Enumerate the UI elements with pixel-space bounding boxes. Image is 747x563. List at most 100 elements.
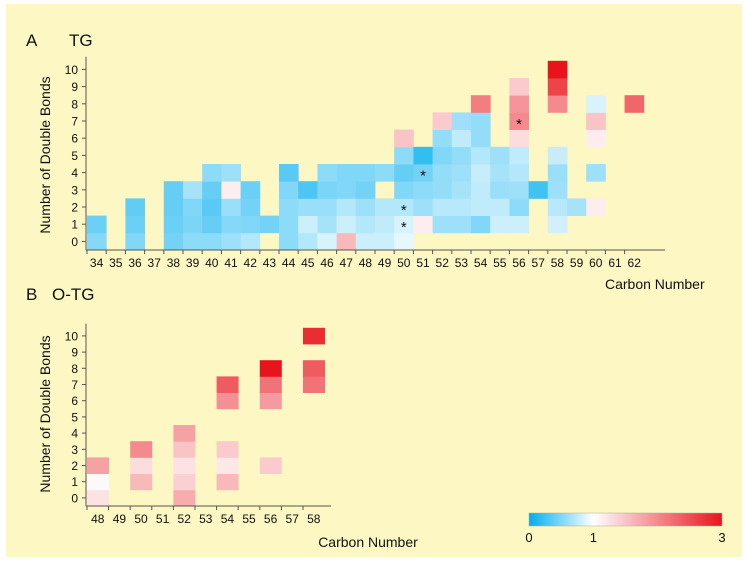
heatmap-cell [240,215,261,234]
heatmap-cell [432,198,453,216]
x-tick-label: 56 [512,256,526,270]
heatmap-cell [432,215,453,234]
heatmap-cell [240,198,261,216]
y-tick-label: 2 [71,459,78,473]
heatmap-cell [451,181,472,199]
y-tick-label: 3 [71,183,78,197]
heatmap-cell [173,425,196,442]
heatmap-cell [451,146,472,165]
heatmap-cell [183,181,203,199]
heatmap-cell [432,164,453,182]
heatmap-cell [432,112,453,130]
y-tick-label: 2 [71,201,78,215]
heatmap-cell [279,198,299,216]
colorbar-tick-label: 3 [718,530,725,545]
x-tick-label: 49 [113,512,127,526]
y-tick-label: 8 [71,97,78,111]
y-tick-label: 7 [71,115,78,129]
heatmap-cell [509,78,529,96]
x-tick-label: 48 [91,512,105,526]
heatmap-cell [586,112,606,130]
heatmap-cell [130,473,153,491]
x-tick-label: 44 [282,256,296,270]
y-tick-label: 6 [71,394,78,408]
y-tick-label: 3 [71,443,78,457]
heatmap-cell [216,392,239,410]
heatmap-cell [317,164,337,182]
heatmap-cell [413,146,433,165]
heatmap-cell [240,181,261,199]
heatmap-cell [394,215,414,234]
significance-asterisk: * [516,116,522,133]
heatmap-cell [87,457,109,474]
heatmap-cell [173,489,196,507]
heatmap-cell [355,232,376,251]
heatmap-cell [490,164,510,182]
heatmap-cell [509,164,529,182]
heatmap-cell [509,146,529,165]
heatmap-cell [279,164,299,182]
x-tick-label: 39 [186,256,200,270]
x-tick-label: 38 [167,256,181,270]
y-tick-label: 10 [65,63,79,77]
x-tick-label: 40 [205,256,219,270]
heatmap-cell [547,60,568,79]
heatmap-cell [279,232,299,251]
heatmap-cell [394,232,414,251]
x-tick-label: 57 [532,256,546,270]
heatmap-cell [336,232,357,251]
heatmap-cell [298,215,318,234]
heatmap-cell [471,164,491,182]
heatmap-cell [490,181,510,199]
heatmap-cell [547,146,568,165]
heatmap-cell [490,146,510,165]
heatmap-cell [163,215,184,234]
heatmap-cell [317,232,337,251]
x-tick-label: 56 [264,512,278,526]
panel-letter: A [26,31,38,50]
panel-letter: B [26,285,37,304]
heatmap-cell [259,457,282,474]
y-tick-label: 5 [71,410,78,424]
x-tick-label: 53 [455,256,469,270]
heatmap-cell [586,95,606,113]
heatmap-cell [202,215,222,234]
heatmap-cell [413,164,433,182]
heatmap-cell [317,198,337,216]
heatmap-cell [183,232,203,251]
heatmap-cell [375,232,395,251]
x-tick-label: 52 [436,256,450,270]
heatmap-cell [471,215,491,234]
heatmap-cell [202,232,222,251]
heatmap-cell [216,441,239,458]
heatmap-cell [451,198,472,216]
y-tick-label: 1 [71,475,78,489]
x-tick-label: 52 [178,512,192,526]
heatmap-figure: A TG 34 35 36 37 38 39 40 41 42 43 44 45 46 47 48 49 50 51 5… [6,4,742,557]
colorbar-tick-label: 0 [525,530,532,545]
heatmap-cell [336,181,357,199]
y-tick-label: 9 [71,346,78,360]
x-axis-label: Carbon Number [605,276,705,292]
x-tick-label: 54 [474,256,488,270]
heatmap-cell [432,129,453,148]
heatmap-cell [221,164,241,182]
heatmap-cell [336,164,357,182]
heatmap-cell [394,198,414,216]
heatmap-cell [413,215,433,234]
heatmap-cell [303,360,325,377]
heatmap-cell [173,457,196,474]
heatmap-cell [586,164,606,182]
heatmap-cell [202,198,222,216]
y-tick-label: 0 [71,235,78,249]
y-tick-label: 7 [71,378,78,392]
heatmap-cell [216,376,239,393]
x-tick-label: 42 [244,256,258,270]
heatmap-cell [183,215,203,234]
x-tick-label: 55 [242,512,256,526]
heatmap-cell [509,215,529,234]
x-tick-label: 45 [301,256,315,270]
heatmap-cell [375,198,395,216]
heatmap-cell [87,215,107,234]
